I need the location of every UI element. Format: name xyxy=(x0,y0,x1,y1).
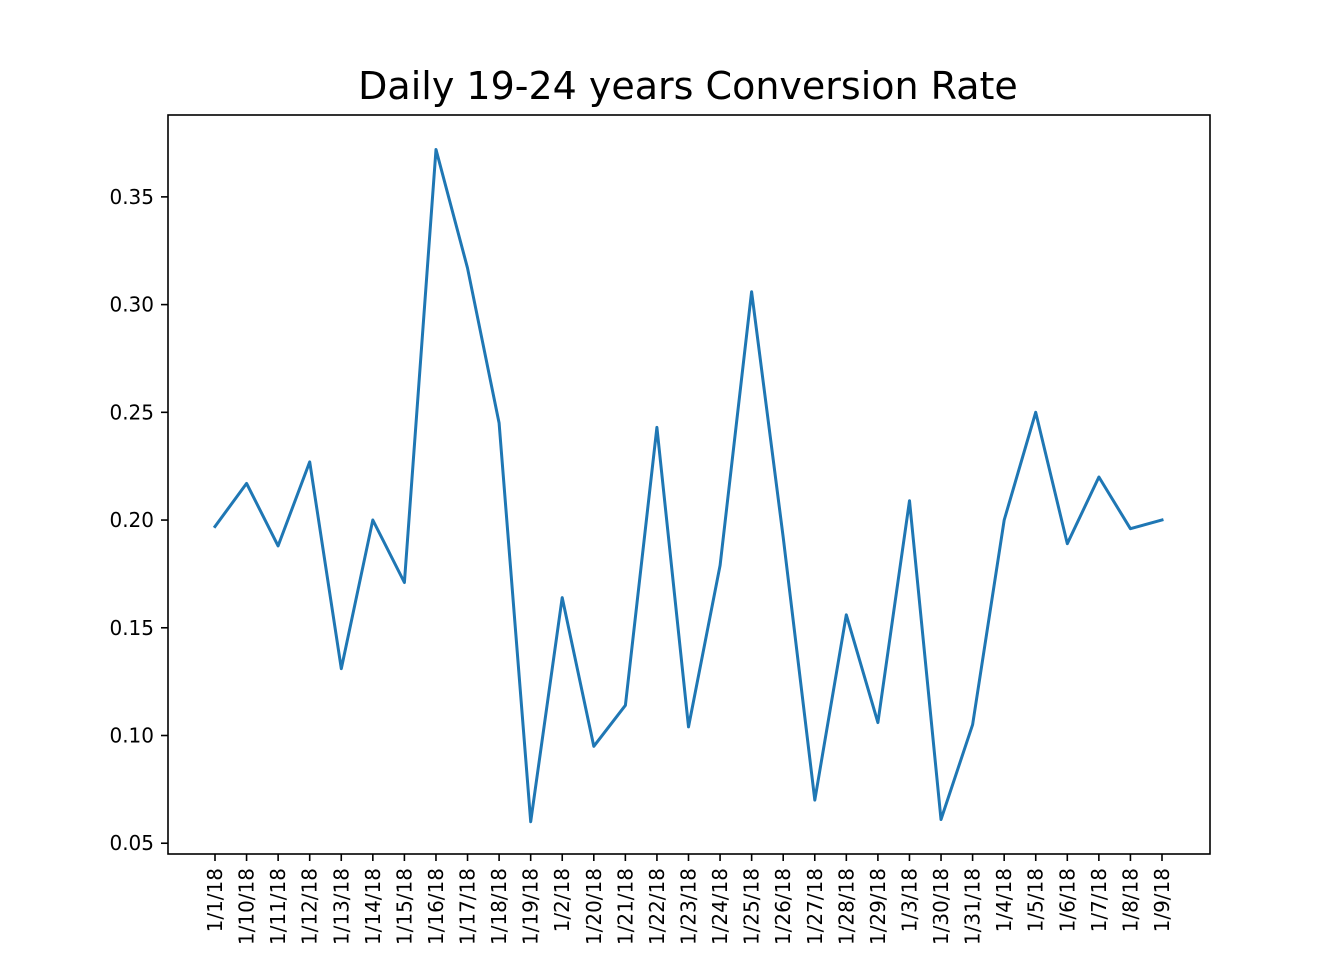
x-axis: 1/1/18 1/10/18 1/11/18 1/12/18 1/13/18 1/14/1… xyxy=(203,854,1174,945)
x-tick-label: 1/5/18 xyxy=(1024,868,1048,932)
x-tick-label: 1/27/18 xyxy=(803,868,827,945)
x-tick-label: 1/17/18 xyxy=(456,868,480,945)
x-tick-label: 1/15/18 xyxy=(392,868,416,945)
x-tick-label: 1/8/18 xyxy=(1118,868,1142,932)
x-tick-label: 1/11/18 xyxy=(266,868,290,945)
x-tick-label: 1/9/18 xyxy=(1150,868,1174,932)
y-tick-label: 0.05 xyxy=(109,831,154,855)
x-tick-label: 1/26/18 xyxy=(771,868,795,945)
x-tick-label: 1/20/18 xyxy=(582,868,606,945)
x-tick-label: 1/30/18 xyxy=(929,868,953,945)
x-tick-label: 1/25/18 xyxy=(740,868,764,945)
x-tick-label: 1/4/18 xyxy=(992,868,1016,932)
y-tick-label: 0.25 xyxy=(109,400,154,424)
x-tick-label: 1/24/18 xyxy=(708,868,732,945)
x-tick-label: 1/28/18 xyxy=(834,868,858,945)
x-tick-label: 1/22/18 xyxy=(645,868,669,945)
x-tick-label: 1/29/18 xyxy=(866,868,890,945)
x-tick-label: 1/10/18 xyxy=(235,868,259,945)
x-tick-label: 1/18/18 xyxy=(487,868,511,945)
y-tick-label: 0.10 xyxy=(109,724,154,748)
y-tick-label: 0.35 xyxy=(109,185,154,209)
x-tick-label: 1/6/18 xyxy=(1055,868,1079,932)
x-tick-label: 1/7/18 xyxy=(1087,868,1111,932)
x-tick-label: 1/13/18 xyxy=(329,868,353,945)
x-tick-label: 1/21/18 xyxy=(613,868,637,945)
x-tick-label: 1/23/18 xyxy=(677,868,701,945)
x-tick-label: 1/1/18 xyxy=(203,868,227,932)
x-tick-label: 1/3/18 xyxy=(897,868,921,932)
series-layer xyxy=(212,148,1164,824)
series-line xyxy=(212,148,1164,824)
x-tick-label: 1/2/18 xyxy=(550,868,574,932)
y-tick-label: 0.20 xyxy=(109,508,154,532)
y-axis: 0.05 0.10 0.15 0.20 0.25 0.30 0.35 xyxy=(109,185,168,855)
y-tick-label: 0.30 xyxy=(109,293,154,317)
x-tick-label: 1/19/18 xyxy=(519,868,543,945)
x-tick-label: 1/14/18 xyxy=(361,868,385,945)
x-tick-label: 1/12/18 xyxy=(298,868,322,945)
x-tick-label: 1/31/18 xyxy=(961,868,985,945)
plot-frame xyxy=(167,114,1211,855)
chart-title: Daily 19-24 years Conversion Rate xyxy=(358,64,1018,108)
y-tick-label: 0.15 xyxy=(109,616,154,640)
x-tick-label: 1/16/18 xyxy=(424,868,448,945)
